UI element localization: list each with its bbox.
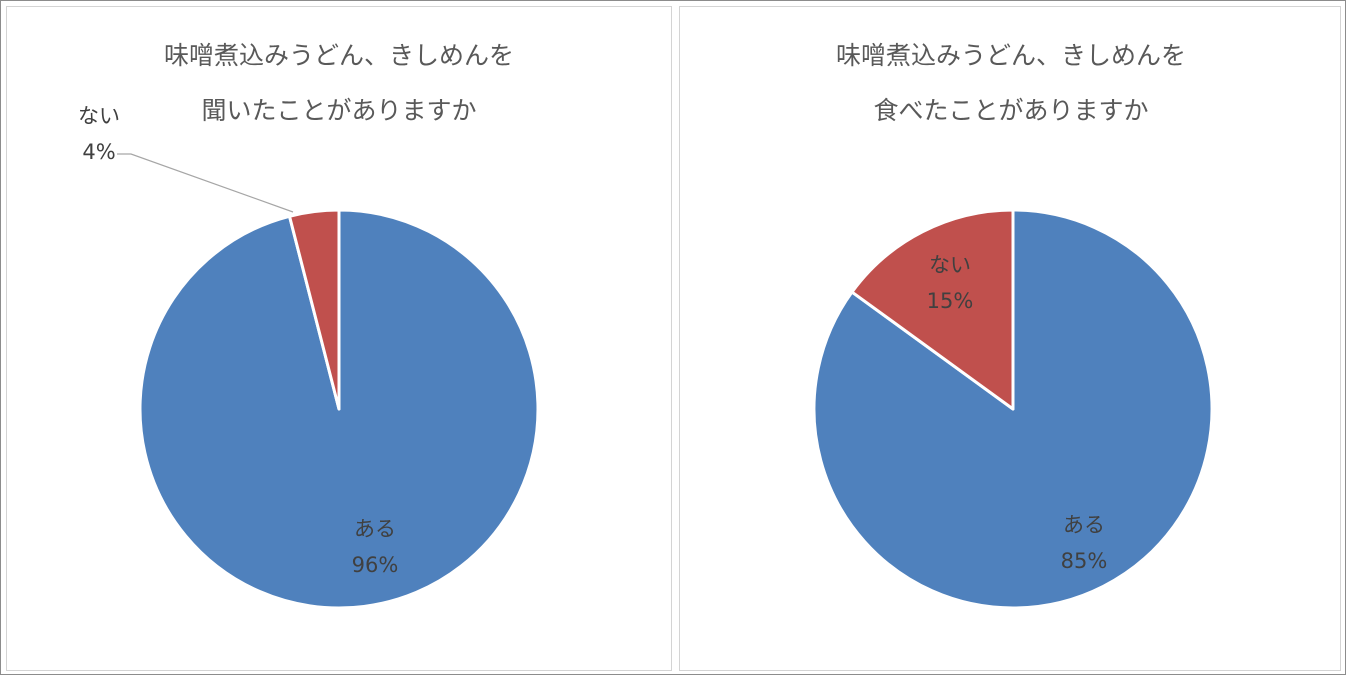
slice-percent-aru: 96% bbox=[352, 553, 399, 577]
chart-panel-heard: 味噌煮込みうどん、きしめんを 聞いたことがありますか ない 4% ある 96% bbox=[6, 6, 672, 671]
chart-title-line-1: 味噌煮込みうどん、きしめんを bbox=[164, 41, 514, 70]
slice-percent-nai: 15% bbox=[927, 289, 974, 313]
chart-panel-eaten: 味噌煮込みうどん、きしめんを 食べたことがありますか ない 15% ある 85% bbox=[679, 6, 1341, 671]
slice-label-nai: ない bbox=[78, 104, 120, 128]
pie-chart-heard: 味噌煮込みうどん、きしめんを 聞いたことがありますか ない 4% ある 96% bbox=[78, 41, 540, 610]
slice-percent-aru: 85% bbox=[1061, 549, 1108, 573]
leader-line-nai bbox=[117, 153, 294, 213]
slice-label-nai: ない bbox=[929, 253, 971, 277]
chart-title-line-2: 聞いたことがありますか bbox=[201, 96, 476, 125]
pie-slice-nai bbox=[288, 208, 341, 411]
chart-title-line-1: 味噌煮込みうどん、きしめんを bbox=[836, 41, 1186, 70]
slice-percent-nai: 4% bbox=[82, 140, 115, 164]
pie-slice-nai bbox=[850, 208, 1015, 411]
pie-chart-eaten: 味噌煮込みうどん、きしめんを 食べたことがありますか ない 15% ある 85% bbox=[812, 41, 1214, 610]
slice-label-aru: ある bbox=[1063, 513, 1105, 537]
chart-title-line-2: 食べたことがありますか bbox=[873, 96, 1148, 125]
slice-label-aru: ある bbox=[354, 517, 396, 541]
